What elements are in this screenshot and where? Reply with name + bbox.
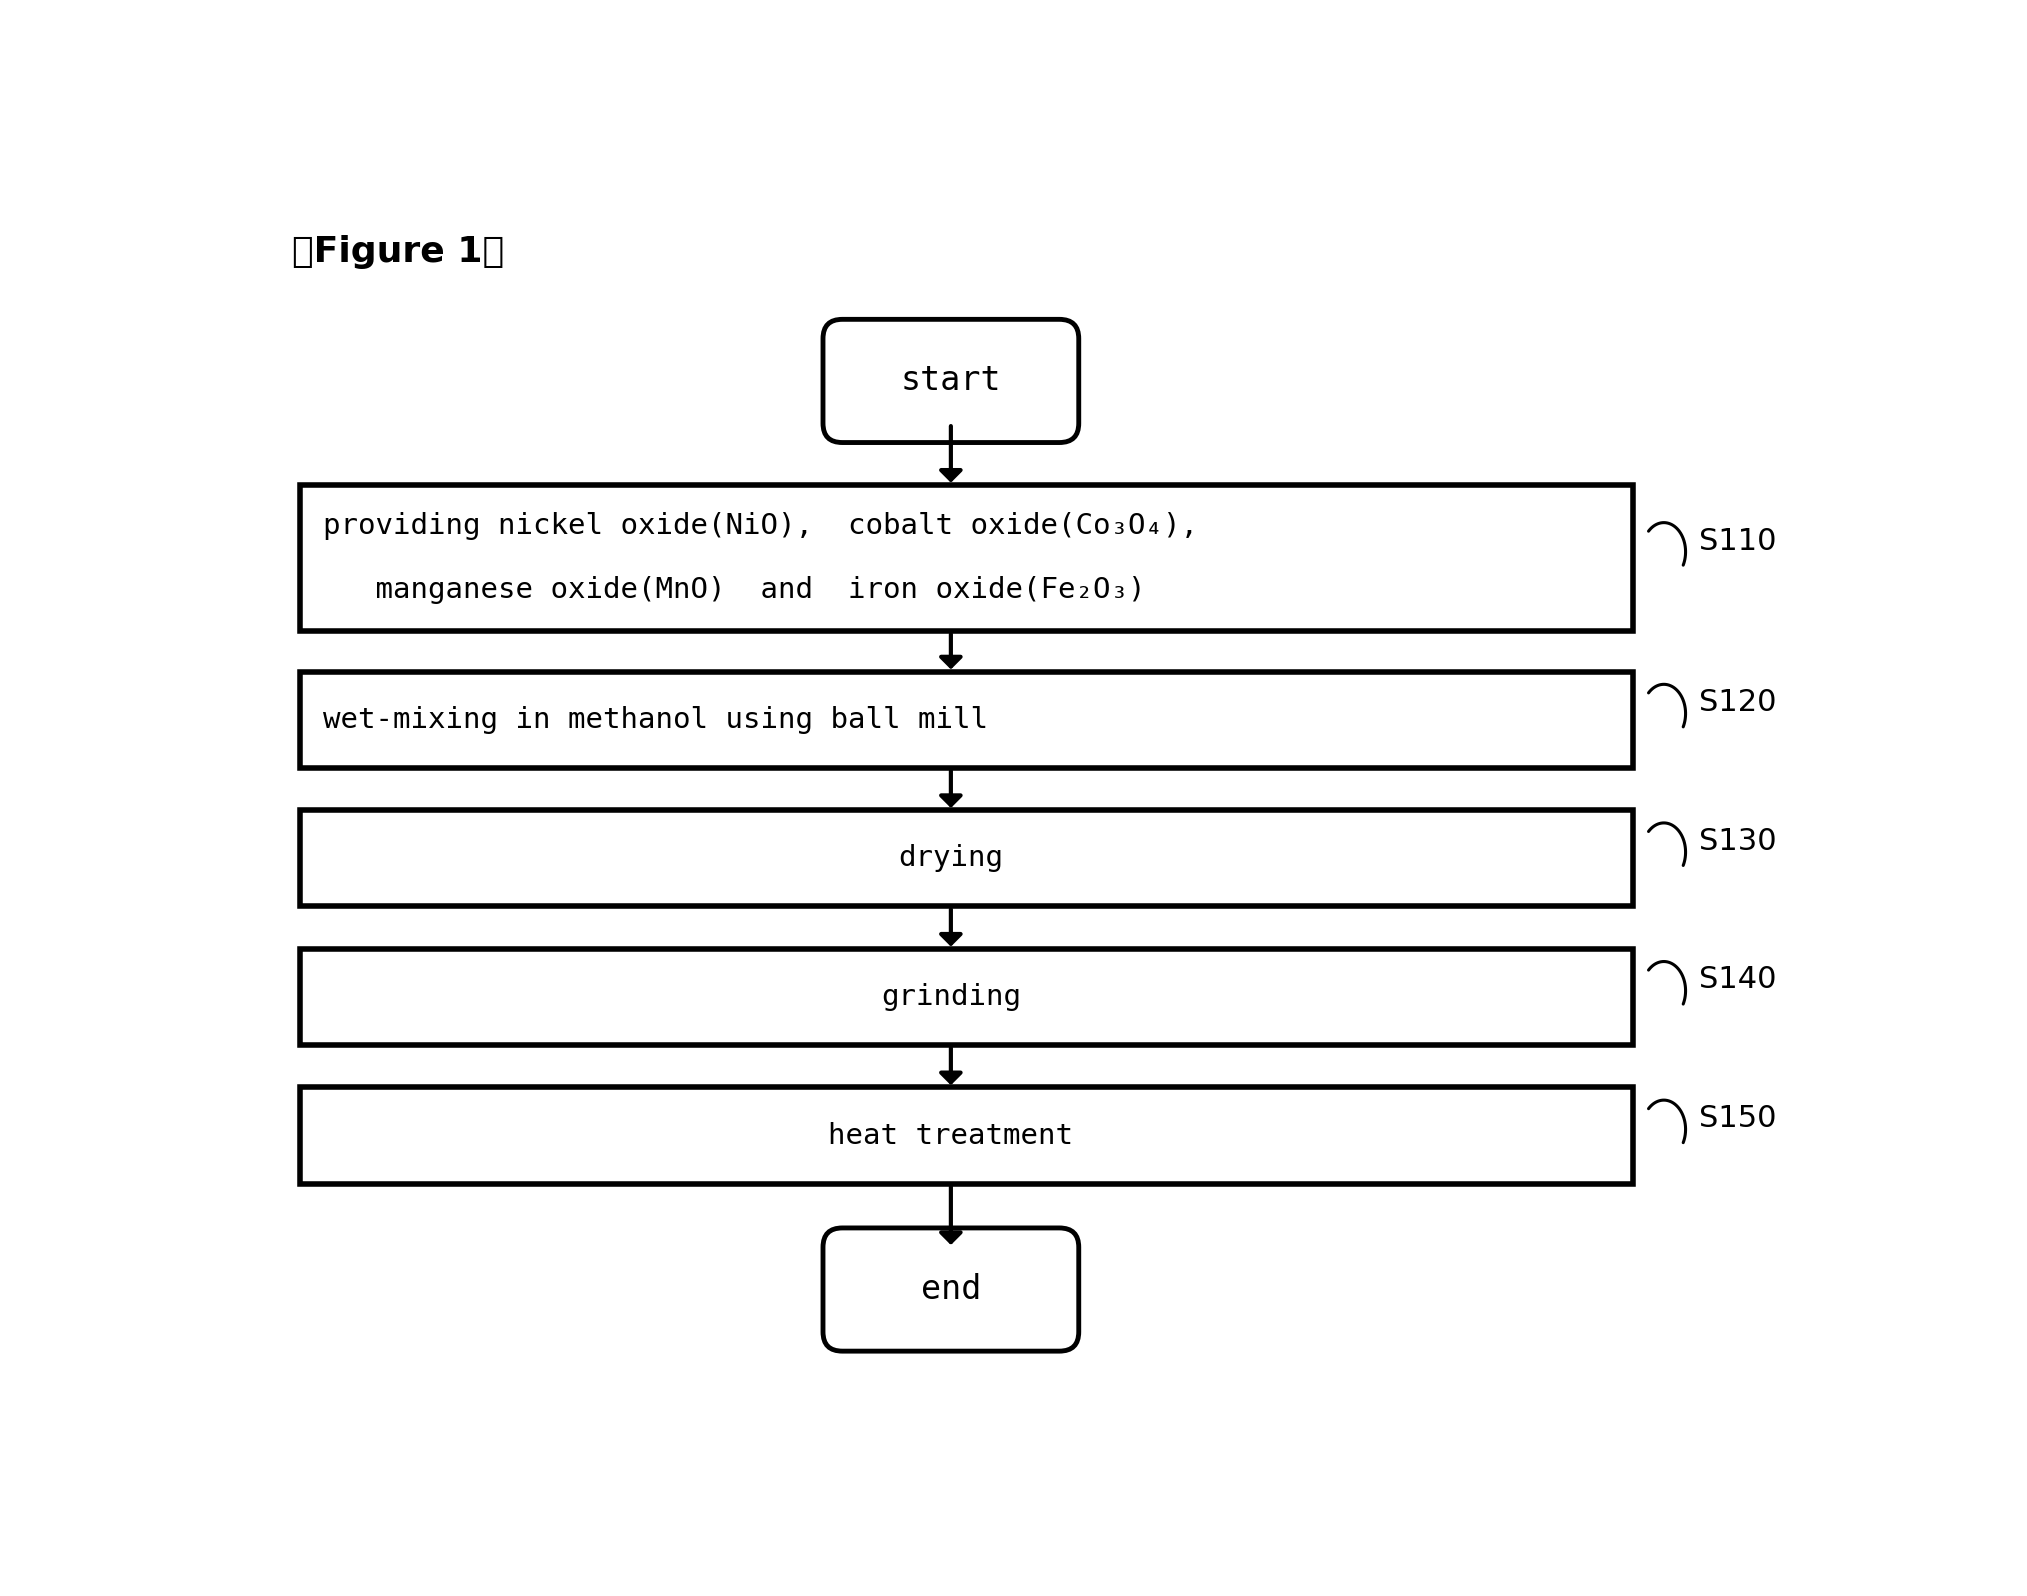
- Bar: [300, 948, 1634, 1045]
- Text: S130: S130: [1699, 827, 1776, 855]
- Text: wet-mixing in methanol using ball mill: wet-mixing in methanol using ball mill: [322, 705, 987, 734]
- Bar: [300, 672, 1634, 768]
- Text: manganese oxide(MnO)  and  iron oxide(Fe₂O₃): manganese oxide(MnO) and iron oxide(Fe₂O…: [322, 576, 1145, 605]
- Bar: [300, 1087, 1634, 1184]
- Bar: [300, 811, 1634, 907]
- Text: grinding: grinding: [882, 983, 1022, 1010]
- Text: drying: drying: [898, 844, 1003, 873]
- Text: S140: S140: [1699, 966, 1776, 994]
- Text: S110: S110: [1699, 527, 1776, 555]
- Text: 【Figure 1】: 【Figure 1】: [292, 235, 505, 268]
- Text: start: start: [900, 364, 1001, 397]
- Bar: [300, 485, 1634, 630]
- FancyBboxPatch shape: [823, 319, 1078, 442]
- Text: heat treatment: heat treatment: [829, 1122, 1074, 1149]
- Text: providing nickel oxide(NiO),  cobalt oxide(Co₃O₄),: providing nickel oxide(NiO), cobalt oxid…: [322, 512, 1198, 539]
- FancyBboxPatch shape: [823, 1227, 1078, 1352]
- Text: S120: S120: [1699, 688, 1776, 717]
- Text: S150: S150: [1699, 1104, 1776, 1133]
- Text: end: end: [920, 1274, 981, 1306]
